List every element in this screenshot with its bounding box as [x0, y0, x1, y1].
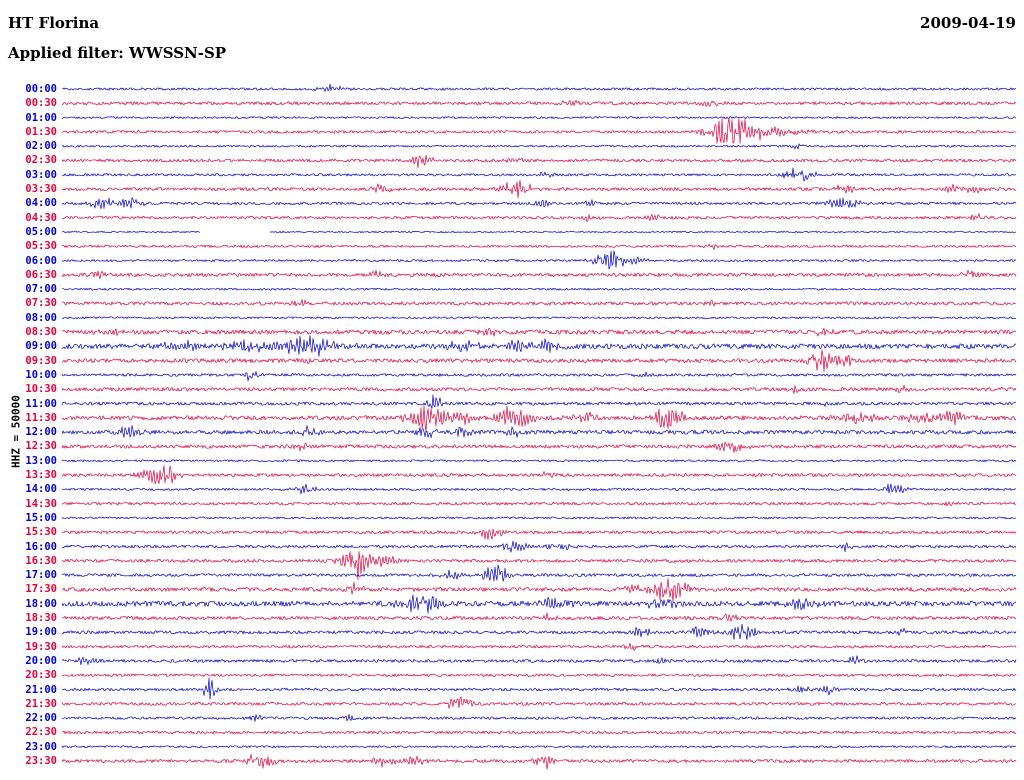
trace-time-label: 03:00	[25, 168, 57, 181]
trace-time-label: 02:00	[25, 140, 57, 153]
trace-time-label: 03:30	[25, 183, 57, 196]
trace-time-label: 01:00	[25, 111, 57, 124]
trace-time-label: 07:00	[25, 283, 57, 296]
trace-time-label: 12:30	[25, 440, 57, 453]
trace-time-label: 04:30	[25, 211, 57, 224]
trace-time-label: 12:00	[25, 426, 57, 439]
trace-time-label: 23:30	[25, 755, 57, 767]
trace-time-label: 06:30	[25, 268, 57, 281]
trace-time-label: 13:00	[25, 454, 57, 467]
trace-time-label: 11:00	[25, 397, 57, 410]
record-date: 2009-04-19	[920, 14, 1016, 32]
trace-time-label: 21:30	[25, 697, 57, 710]
trace-time-label: 19:30	[25, 640, 57, 653]
trace-time-label: 09:30	[25, 354, 57, 367]
trace-time-label: 23:00	[25, 740, 57, 753]
trace-time-label: 14:30	[25, 497, 57, 510]
applied-filter-label: Applied filter: WWSSN-SP	[8, 44, 227, 62]
trace-time-label: 20:00	[25, 654, 57, 667]
trace-time-label: 17:30	[25, 583, 57, 596]
trace-time-label: 14:00	[25, 483, 57, 496]
trace-time-label: 20:30	[25, 669, 57, 682]
trace-time-label: 16:30	[25, 554, 57, 567]
trace-time-label: 00:00	[25, 83, 57, 95]
trace-time-label: 22:30	[25, 726, 57, 739]
trace-time-label: 16:00	[25, 540, 57, 553]
trace-time-label: 21:00	[25, 683, 57, 696]
trace-time-label: 05:00	[25, 225, 57, 238]
trace-time-label: 18:30	[25, 612, 57, 625]
trace-time-label: 15:30	[25, 526, 57, 539]
trace-time-label: 10:00	[25, 368, 57, 381]
trace-time-label: 01:30	[25, 125, 57, 138]
trace-time-label: 13:30	[25, 469, 57, 482]
trace-time-label: 04:00	[25, 197, 57, 210]
trace-time-label: 05:30	[25, 240, 57, 253]
trace-time-label: 07:30	[25, 297, 57, 310]
station-title: HT Florina	[8, 14, 100, 32]
trace-time-label: 11:30	[25, 411, 57, 424]
trace-time-label: 19:00	[25, 626, 57, 639]
trace-time-label: 18:00	[25, 597, 57, 610]
trace-time-label: 10:30	[25, 383, 57, 396]
trace-time-label: 06:00	[25, 254, 57, 267]
trace-time-label: 09:00	[25, 340, 57, 353]
trace-time-label: 17:00	[25, 569, 57, 582]
trace-time-label: 15:00	[25, 511, 57, 524]
trace-time-label: 00:30	[25, 97, 57, 110]
trace-time-label: 08:30	[25, 326, 57, 339]
trace-time-label: 22:00	[25, 712, 57, 725]
trace-time-label: 02:30	[25, 154, 57, 167]
trace-time-label: 08:00	[25, 311, 57, 324]
